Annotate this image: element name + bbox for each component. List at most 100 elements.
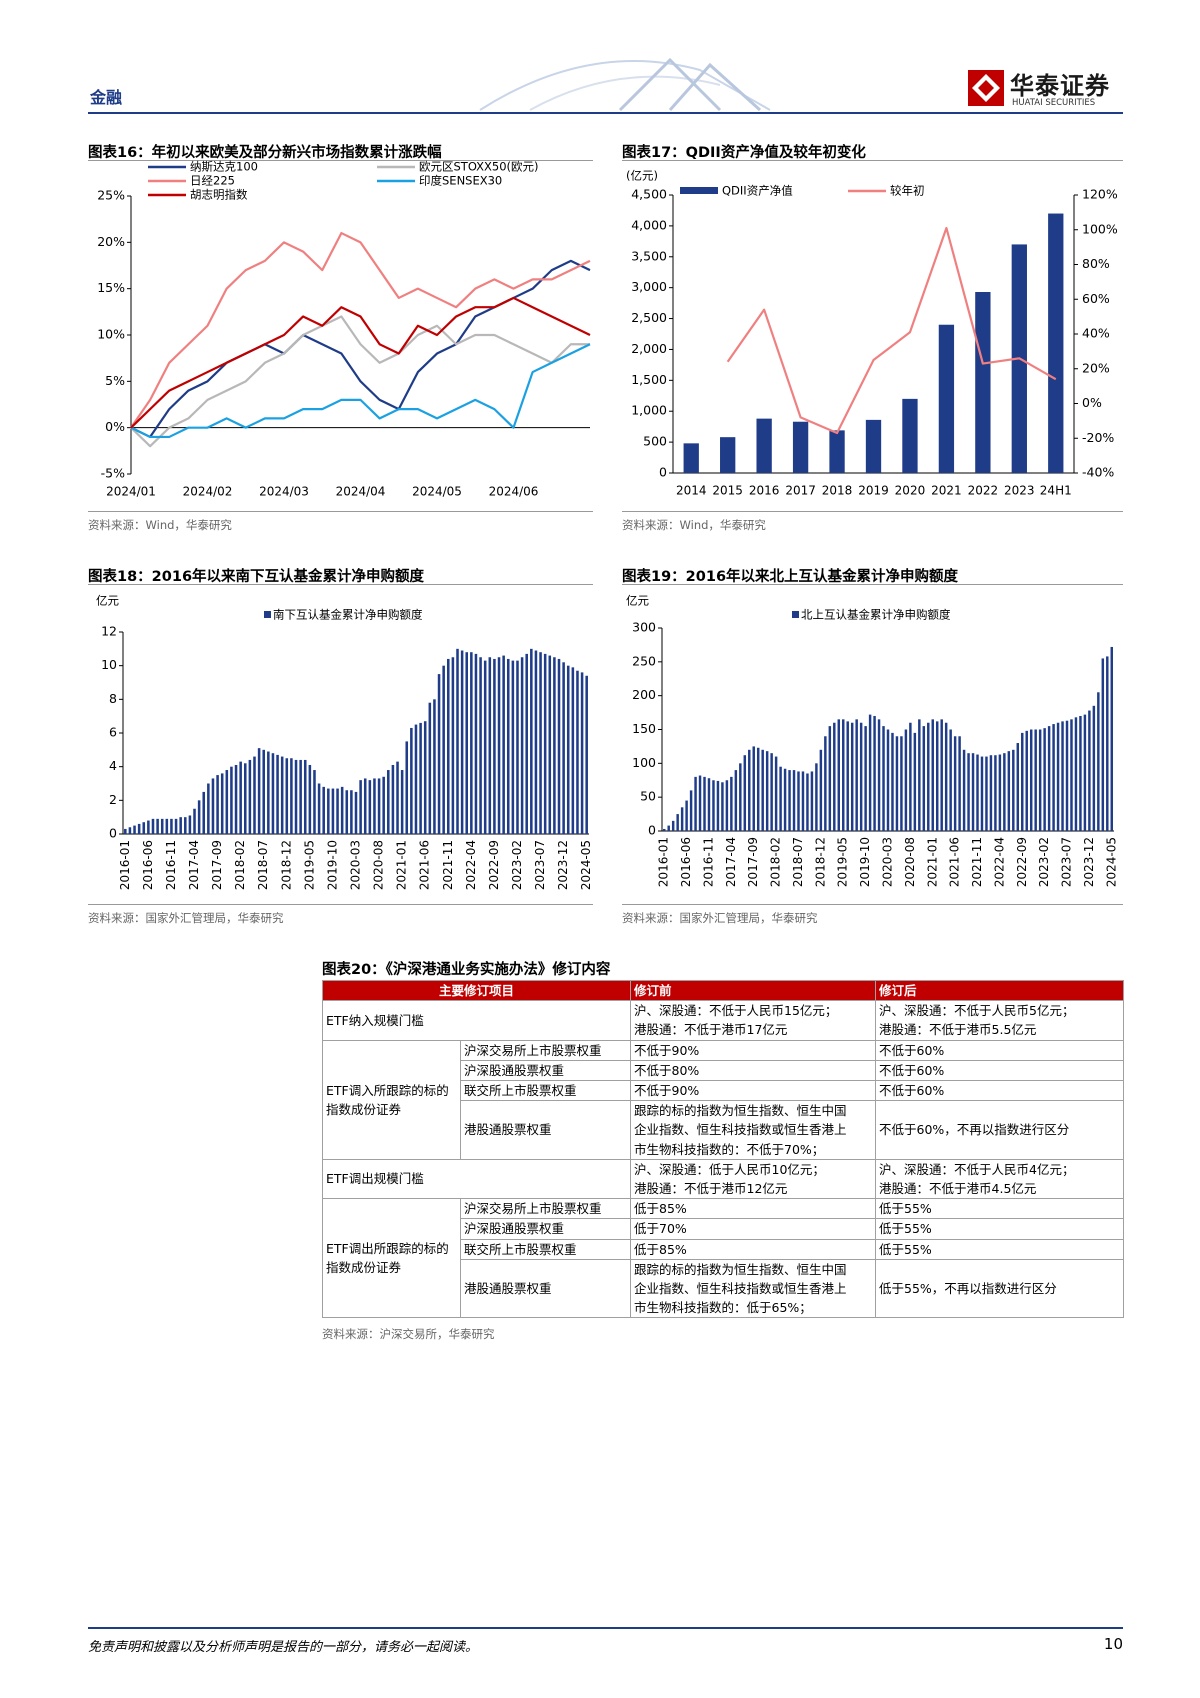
brand-name-en: HUATAI SECURITIES	[1012, 98, 1096, 108]
bar	[1007, 751, 1011, 831]
bar	[1038, 729, 1042, 831]
page-number: 10	[1103, 1635, 1123, 1653]
bar	[949, 729, 952, 831]
x-tick-label: 2017-09	[210, 840, 224, 890]
chart: -5% 0% 5% 10% 15% 20% 25% 2024/01 2024/02 2024/03…	[97, 160, 591, 499]
x-tick-label: 2024-05	[579, 840, 593, 890]
bar	[971, 753, 975, 831]
y-tick-label: 4	[109, 758, 117, 773]
x-tick-label: 2019-05	[836, 837, 850, 887]
sub-item-cell: 沪深交易所上市股票权重	[459, 1198, 632, 1220]
note-rule	[622, 511, 1123, 512]
bar	[151, 818, 155, 834]
legend-swatch	[264, 611, 271, 618]
bar	[829, 430, 845, 473]
bar	[580, 672, 584, 834]
y2-tick-label: 0%	[1082, 395, 1102, 410]
bar	[539, 652, 542, 834]
bar	[770, 753, 773, 831]
bar	[895, 736, 899, 831]
cell-line: 低于85%	[634, 1241, 687, 1257]
bar	[743, 755, 747, 831]
table-row: ETF纳入规模门槛 沪、深股通：不低于人民币15亿元； 港股通：不低于港币17亿元沪…	[321, 1000, 1125, 1041]
x-tick-label: 2020-03	[349, 840, 363, 890]
bar	[730, 776, 733, 831]
bar	[1003, 753, 1006, 831]
bar	[336, 788, 339, 834]
bar	[707, 778, 711, 831]
bar	[873, 715, 876, 831]
bar	[479, 657, 482, 834]
bar	[253, 756, 256, 834]
bar	[846, 721, 849, 831]
y-tick-label: 4,500	[631, 187, 667, 202]
source-note: 资料来源：Wind，华泰研究	[88, 518, 232, 532]
before-cell: 沪、深股通：低于人民币10亿元； 港股通：不低于港币12亿元	[630, 1158, 877, 1200]
bar	[354, 791, 358, 834]
bar	[373, 778, 376, 834]
x-tick-label: 2018-02	[233, 840, 247, 890]
cell-line: 市生物科技指数的：低于65%；	[634, 1300, 812, 1316]
bar	[1048, 213, 1064, 473]
bar	[493, 658, 496, 834]
after-cell: 沪、深股通：不低于人民币4亿元； 港股通：不低于港币4.5亿元	[875, 1158, 1125, 1200]
cell-line: 跟踪的标的指数为恒生指数、恒生中国	[634, 1261, 847, 1277]
table-row: 沪深股通股票权重 不低于80% 不低于60%	[323, 1059, 1125, 1082]
bar	[391, 764, 395, 834]
bar	[267, 751, 270, 834]
before-cell: 不低于90%	[630, 1039, 877, 1061]
bar	[211, 778, 215, 834]
x-tick-label: 2018-07	[256, 840, 270, 890]
bar	[806, 773, 809, 831]
x-tick-label: 2016	[749, 484, 780, 498]
bar	[944, 722, 948, 831]
after-cell: 不低于60%	[875, 1039, 1125, 1061]
y-tick-label: 12	[101, 624, 117, 639]
x-tick-label: 2018	[822, 484, 853, 498]
bar	[530, 648, 533, 834]
bar	[918, 719, 921, 831]
cell-line: 低于55%	[879, 1201, 932, 1217]
header-rule	[88, 112, 1123, 114]
source-note: 资料来源：国家外汇管理局，华泰研究	[88, 911, 284, 925]
bar	[276, 754, 279, 834]
bar	[815, 763, 818, 831]
bar	[1012, 749, 1015, 831]
bar	[571, 667, 575, 834]
y-tick-label: 4,000	[631, 217, 667, 232]
note-rule	[622, 904, 1123, 905]
bar	[1034, 729, 1037, 831]
bar	[865, 419, 882, 473]
bar	[377, 778, 381, 834]
bar	[667, 825, 670, 831]
x-tick-label: 2022-04	[992, 837, 1006, 887]
bar	[165, 818, 169, 834]
bar	[1043, 728, 1046, 831]
cell-line: 港股通：不低于港币12亿元	[634, 1181, 788, 1197]
bar	[303, 759, 307, 834]
revision-table: 主要修订项目 修订前 修订后 ETF纳入规模门槛 沪、深股通：不低于人民币15亿元； 港股…	[321, 979, 1125, 1319]
bar	[962, 749, 966, 831]
legend-label: QDII资产净值	[722, 184, 793, 198]
bar	[752, 746, 755, 831]
item-cell: ETF调出规模门槛	[321, 1158, 632, 1200]
y-tick-label: 20%	[97, 234, 125, 249]
bar	[428, 702, 432, 834]
x-tick-label: 2022-04	[464, 840, 478, 890]
bar	[548, 655, 552, 834]
x-tick-label: 2017-09	[746, 837, 760, 887]
bar	[756, 747, 760, 831]
sub-item-cell: 沪深股通股票权重	[459, 1218, 632, 1240]
note-rule	[88, 904, 593, 905]
table-row: 沪深股通股票权重 低于70% 低于55%	[323, 1218, 1125, 1240]
y-axis-unit: 亿元	[96, 594, 119, 608]
bar	[824, 736, 827, 831]
cell-line: 不低于60%	[879, 1083, 945, 1099]
x-tick-label: 2016-11	[701, 837, 715, 887]
bar	[783, 768, 787, 831]
bar	[721, 782, 724, 831]
y-tick-label: 300	[632, 620, 656, 635]
x-tick-label: 2023-07	[1060, 837, 1074, 887]
y-tick-label: 10%	[97, 327, 125, 342]
bar	[756, 418, 772, 473]
